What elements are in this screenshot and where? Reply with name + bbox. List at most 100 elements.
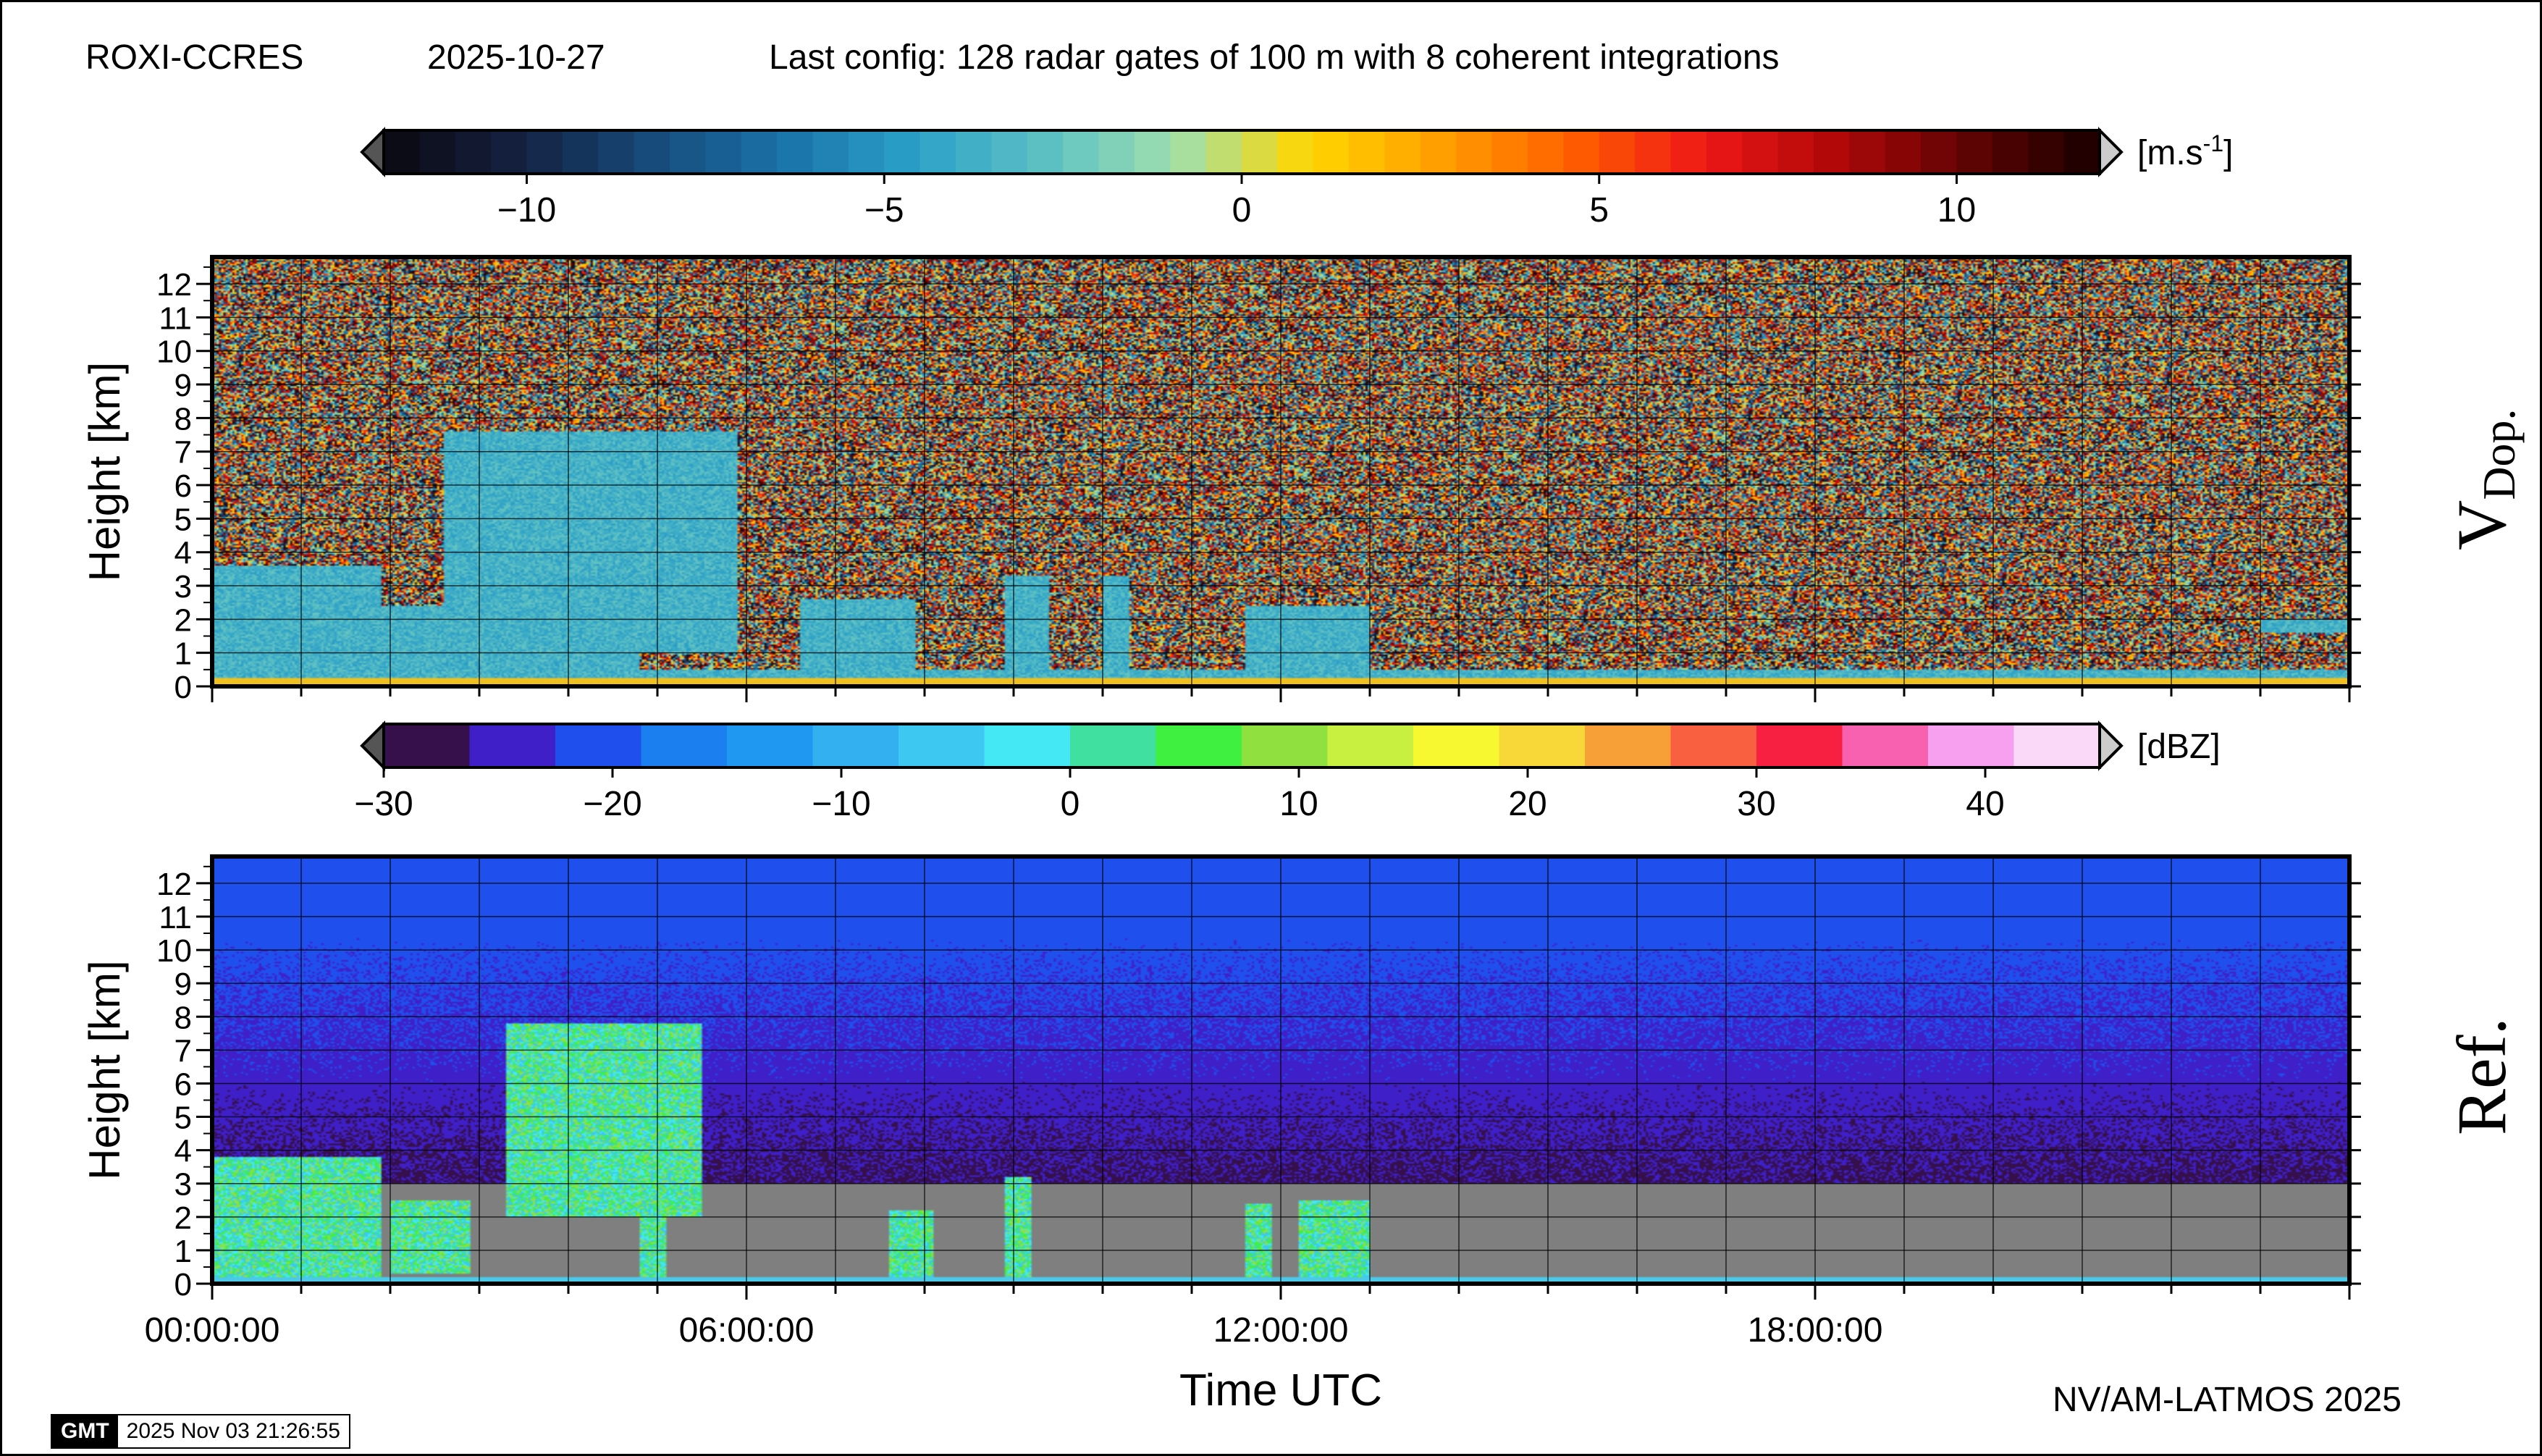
colorbar-tick-label: 5: [1589, 191, 1609, 230]
colorbar-segment: [727, 724, 814, 767]
colorbar-segment: [1313, 130, 1350, 174]
colorbar-segment: [1499, 724, 1586, 767]
colorbar-segment: [1242, 724, 1329, 767]
colorbar-segment: [1742, 130, 1779, 174]
colorbar-segment: [1992, 130, 2029, 174]
colorbar-segment: [598, 130, 635, 174]
colorbar-segment: [812, 724, 899, 767]
y-tick-label: 7: [174, 435, 192, 471]
y-axis-label: Height [km]: [80, 960, 129, 1179]
y-tick-label: 9: [174, 967, 192, 1002]
colorbar-segment: [526, 130, 563, 174]
gmt-badge: GMT 2025 Nov 03 21:26:55: [51, 1414, 350, 1449]
colorbar-segment: [984, 724, 1071, 767]
colorbar-segment: [1134, 130, 1171, 174]
colorbar-segment: [1756, 724, 1843, 767]
colorbar-segment: [2013, 724, 2100, 767]
reflectivity-panel-label: Ref.: [2443, 1017, 2520, 1135]
y-tick-label: 11: [159, 300, 192, 336]
colorbar-segment: [641, 724, 728, 767]
colorbar-segment: [1413, 724, 1500, 767]
colorbar-segment: [1098, 130, 1135, 174]
colorbar-tick-label: 0: [1061, 785, 1080, 823]
y-tick-label: 4: [174, 1134, 192, 1169]
y-tick-label: 0: [174, 670, 192, 705]
y-tick-label: 4: [174, 536, 192, 571]
colorbar-tick-label: 10: [1279, 785, 1318, 823]
colorbar-segment: [491, 130, 528, 174]
y-tick-label: 10: [156, 334, 192, 370]
colorbar-unit-label: [dBZ]: [2137, 728, 2221, 766]
velocity-colorbar: −10 −5 0 5 10 [m.s-1]: [360, 127, 2233, 230]
colorbar-segment: [1885, 130, 1922, 174]
colorbar-segment: [1205, 130, 1242, 174]
colorbar-segment: [1277, 130, 1314, 174]
colorbar-border: [382, 723, 2101, 769]
colorbar-segment: [1599, 130, 1636, 174]
colorbar-tick-label: 40: [1966, 785, 2004, 823]
colorbar-segment: [1349, 130, 1386, 174]
colorbar-tick-label: −30: [354, 785, 413, 823]
colorbar-segment: [1814, 130, 1850, 174]
colorbar-segment: [848, 130, 885, 174]
y-tick-label: 1: [174, 1234, 192, 1269]
x-tick-label: 18:00:00: [1748, 1311, 1883, 1350]
colorbar-segment: [991, 130, 1028, 174]
colorbar-segment: [2063, 130, 2100, 174]
colorbar-segment: [705, 130, 742, 174]
colorbar-segment: [1928, 724, 2015, 767]
credit-text: NV/AM-LATMOS 2025: [2053, 1381, 2402, 1419]
y-tick-label: 10: [156, 933, 192, 969]
date-title: 2025-10-27: [427, 38, 605, 77]
colorbar-segment: [1170, 130, 1207, 174]
colorbar-min-arrow: [360, 127, 385, 177]
colorbar-segment: [1921, 130, 1958, 174]
colorbar-segment: [634, 130, 670, 174]
colorbar-segment: [469, 724, 556, 767]
colorbar-segment: [812, 130, 849, 174]
y-tick-label: 6: [174, 468, 192, 504]
y-tick-label: 8: [174, 401, 192, 437]
colorbar-segment: [884, 130, 921, 174]
y-tick-label: 3: [174, 569, 192, 605]
y-tick-label: 5: [174, 502, 192, 537]
colorbar-segment: [1635, 130, 1672, 174]
colorbar-segment: [1242, 130, 1278, 174]
colorbar-tick-label: −10: [497, 191, 556, 230]
colorbar-segment: [1528, 130, 1564, 174]
y-tick-label: 12: [156, 867, 192, 902]
colorbar-segment: [2028, 130, 2065, 174]
grid: [212, 257, 2349, 686]
colorbar-tick-label: 20: [1508, 785, 1546, 823]
colorbar-segment: [1842, 724, 1929, 767]
colorbar-segment: [777, 130, 814, 174]
colorbar-segment: [562, 130, 599, 174]
y-tick-label: 0: [174, 1267, 192, 1303]
y-tick-label: 8: [174, 1000, 192, 1035]
colorbar-segment: [1849, 130, 1886, 174]
y-tick-label: 3: [174, 1167, 192, 1203]
x-tick-label: 12:00:00: [1213, 1311, 1349, 1350]
colorbar-segment: [1670, 724, 1757, 767]
colorbar-segment: [455, 130, 492, 174]
colorbar-segment: [670, 130, 706, 174]
grid: [212, 857, 2349, 1284]
site-title: ROXI-CCRES: [85, 38, 304, 77]
colorbar-segment: [1670, 130, 1707, 174]
colorbar-segment: [919, 130, 956, 174]
y-tick-label: 12: [156, 267, 192, 303]
colorbar-segment: [741, 130, 778, 174]
colorbar-tick-label: −10: [812, 785, 870, 823]
colorbar-tick-label: 0: [1232, 191, 1252, 230]
colorbar-min-arrow: [360, 720, 385, 771]
y-tick-label: 1: [174, 636, 192, 672]
colorbar-segment: [898, 724, 985, 767]
colorbar-segment: [384, 724, 471, 767]
colorbar-segment: [1384, 130, 1421, 174]
colorbar-tick-label: 30: [1737, 785, 1775, 823]
colorbar-segment: [956, 130, 992, 174]
colorbar-segment: [1706, 130, 1743, 174]
y-tick-label: 2: [174, 602, 192, 638]
